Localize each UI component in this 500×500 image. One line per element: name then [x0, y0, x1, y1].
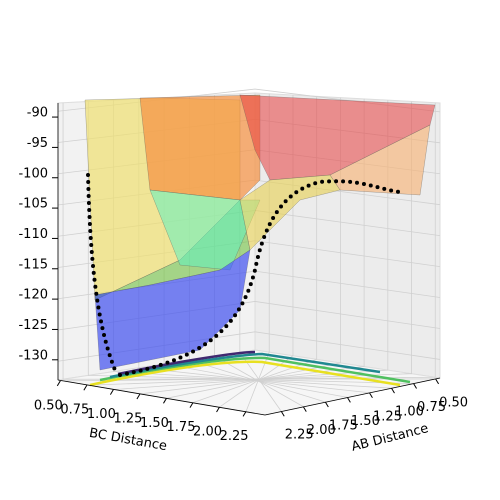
y-tick — [369, 392, 373, 399]
y-tick-label: 1.25 — [373, 409, 402, 424]
grid-line — [60, 102, 436, 382]
x-tick-label: 1.50 — [140, 416, 169, 431]
x-tick-label: 2.00 — [193, 425, 222, 440]
x-tick — [216, 406, 220, 413]
x-tick — [163, 398, 167, 404]
x-tick-label: 1.75 — [167, 420, 196, 435]
surface-patch — [149, 189, 261, 271]
x-axis-line — [57, 379, 266, 416]
y-tick — [324, 401, 329, 408]
y-tick — [413, 383, 417, 389]
surface-patch — [139, 94, 261, 201]
z-tick-label: -115 — [18, 257, 48, 272]
y-tick — [435, 378, 440, 385]
contour — [117, 350, 256, 376]
point-curve — [86, 173, 117, 372]
z-tick-label: -90 — [27, 106, 48, 121]
x-tick — [83, 384, 88, 391]
y-tick — [346, 397, 351, 403]
z-tick-label: -100 — [18, 166, 48, 181]
y-tick-label: 2.25 — [285, 428, 314, 443]
x-tick-label: 1.25 — [113, 411, 142, 426]
y-tick — [302, 406, 307, 412]
points — [86, 173, 402, 377]
x-tick — [109, 389, 114, 395]
z-tick-label: -95 — [27, 136, 48, 151]
y-tick-label: 1.75 — [329, 419, 358, 434]
contour — [89, 360, 401, 387]
x-tick-label: 1.00 — [87, 407, 116, 422]
z-tick-label: -105 — [18, 197, 48, 212]
y-axis-line — [264, 377, 441, 416]
y-tick-label: 0.75 — [417, 400, 446, 415]
x-tick — [242, 411, 247, 417]
y-tick-label: 1.00 — [395, 405, 424, 420]
y-tick — [391, 387, 395, 394]
surface — [84, 94, 436, 371]
y-tick-label: 0.50 — [439, 395, 468, 410]
x-tick-label: 2.25 — [220, 429, 249, 444]
grid-line — [62, 102, 436, 380]
grid-line — [245, 93, 270, 412]
x-tick-label: 0.75 — [60, 403, 89, 418]
y-tick-label: 2.00 — [307, 423, 336, 438]
axes — [52, 103, 441, 417]
x-tick-label: 0.50 — [34, 398, 63, 413]
z-tick-label: -130 — [18, 348, 48, 363]
z-tick-label: -125 — [18, 318, 48, 333]
x-tick — [136, 393, 141, 400]
grid-line — [87, 101, 414, 384]
y-tick — [280, 410, 285, 417]
z-tick-label: -120 — [18, 288, 48, 303]
x-tick — [189, 402, 194, 408]
surface-patch — [239, 174, 341, 251]
y-tick-label: 1.50 — [351, 414, 380, 429]
x-tick — [56, 380, 61, 387]
z-tick-label: -110 — [18, 227, 48, 242]
